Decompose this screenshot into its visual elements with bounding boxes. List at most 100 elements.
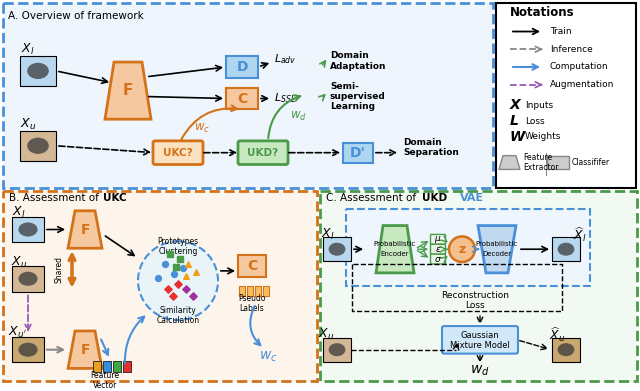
Text: Feature
Extractor: Feature Extractor [523, 153, 559, 172]
FancyBboxPatch shape [153, 141, 203, 165]
Text: UKC: UKC [103, 193, 127, 203]
Point [153, 274, 163, 281]
Text: $w_d$: $w_d$ [289, 110, 307, 123]
Text: $\widehat{X}_u$: $\widehat{X}_u$ [549, 326, 565, 344]
Point [163, 285, 173, 292]
Polygon shape [478, 226, 516, 273]
Ellipse shape [557, 243, 575, 256]
Text: $X_u$: $X_u$ [11, 255, 27, 269]
FancyBboxPatch shape [255, 286, 261, 296]
Text: Domain
Separation: Domain Separation [403, 138, 459, 158]
Point [188, 292, 198, 299]
Text: $X_{u'}$: $X_{u'}$ [8, 325, 26, 341]
FancyBboxPatch shape [3, 191, 317, 381]
FancyBboxPatch shape [3, 3, 493, 188]
Point [191, 269, 201, 275]
FancyBboxPatch shape [343, 143, 373, 163]
FancyBboxPatch shape [238, 255, 266, 277]
Text: Semi-
supervised
Learning: Semi- supervised Learning [330, 82, 386, 111]
Text: Gaussian: Gaussian [461, 332, 499, 341]
FancyBboxPatch shape [547, 156, 569, 169]
Text: Domain
Adaptation: Domain Adaptation [330, 51, 387, 71]
Text: $w_d$: $w_d$ [470, 363, 490, 378]
Text: W: W [510, 130, 525, 144]
Point [165, 251, 175, 257]
Point [178, 265, 188, 271]
Text: $X_l$: $X_l$ [21, 42, 35, 57]
Text: C. Assessment of: C. Assessment of [326, 193, 419, 203]
Text: Encoder: Encoder [381, 251, 409, 257]
Text: Mixture Model: Mixture Model [450, 341, 510, 350]
Point [168, 292, 178, 299]
Point [160, 261, 170, 267]
Ellipse shape [28, 138, 49, 154]
Text: Probabilistic: Probabilistic [374, 241, 416, 247]
FancyBboxPatch shape [226, 88, 258, 109]
Text: F: F [123, 83, 133, 98]
Text: $w_c$: $w_c$ [194, 122, 210, 135]
Point [181, 273, 191, 279]
FancyBboxPatch shape [113, 361, 121, 372]
Text: Probabilistic: Probabilistic [476, 241, 518, 247]
Text: Shared: Shared [54, 256, 63, 283]
Text: UKD?: UKD? [248, 148, 278, 158]
Text: Inputs: Inputs [525, 101, 553, 110]
Ellipse shape [28, 63, 49, 79]
FancyBboxPatch shape [431, 244, 445, 254]
Circle shape [138, 241, 218, 320]
Point [181, 285, 191, 292]
Text: Computation: Computation [550, 63, 609, 72]
FancyBboxPatch shape [323, 237, 351, 261]
Text: Reconstruction
Loss: Reconstruction Loss [441, 291, 509, 310]
Text: C: C [237, 91, 247, 106]
Text: B. Assessment of: B. Assessment of [9, 193, 102, 203]
Text: $w_c$: $w_c$ [259, 350, 277, 364]
Polygon shape [376, 226, 414, 273]
Text: $L_{SSL}$: $L_{SSL}$ [274, 91, 296, 106]
Text: Similarity
Calculation: Similarity Calculation [156, 305, 200, 325]
Polygon shape [499, 156, 520, 169]
Text: Prototypes
Clustering: Prototypes Clustering [157, 237, 198, 256]
Text: D: D [236, 60, 248, 74]
FancyBboxPatch shape [320, 191, 637, 381]
Text: Decoder: Decoder [483, 251, 511, 257]
Text: Feature
Vector: Feature Vector [90, 371, 120, 390]
Point [171, 264, 181, 270]
Text: Pseudo
Labels: Pseudo Labels [238, 294, 266, 313]
Ellipse shape [557, 343, 575, 356]
Ellipse shape [19, 272, 38, 286]
FancyBboxPatch shape [12, 217, 44, 242]
Text: UKD: UKD [422, 193, 447, 203]
FancyBboxPatch shape [442, 326, 518, 353]
Text: $\sigma$: $\sigma$ [434, 255, 442, 264]
Text: UKC?: UKC? [163, 148, 193, 158]
FancyBboxPatch shape [431, 254, 445, 264]
FancyBboxPatch shape [239, 286, 245, 296]
Ellipse shape [328, 243, 346, 256]
FancyBboxPatch shape [238, 141, 288, 165]
Text: Augmentation: Augmentation [550, 80, 614, 89]
Point [173, 281, 183, 287]
Text: F: F [80, 343, 90, 357]
FancyBboxPatch shape [263, 286, 269, 296]
Text: $X_u$: $X_u$ [318, 327, 334, 343]
Polygon shape [68, 331, 102, 368]
Text: Notations: Notations [510, 6, 575, 19]
Text: $X_l$: $X_l$ [321, 227, 335, 242]
Polygon shape [105, 62, 151, 119]
Text: $\epsilon$: $\epsilon$ [435, 245, 441, 254]
FancyBboxPatch shape [20, 131, 56, 161]
Text: Classififer: Classififer [572, 158, 610, 167]
FancyBboxPatch shape [123, 361, 131, 372]
FancyBboxPatch shape [552, 237, 580, 261]
FancyBboxPatch shape [431, 235, 445, 244]
Text: Inference: Inference [550, 45, 593, 54]
Text: C: C [247, 259, 257, 273]
Text: z: z [458, 243, 466, 256]
Circle shape [449, 237, 475, 262]
FancyBboxPatch shape [247, 286, 253, 296]
FancyBboxPatch shape [323, 338, 351, 362]
FancyBboxPatch shape [226, 56, 258, 78]
Text: X: X [510, 99, 521, 112]
Ellipse shape [328, 343, 346, 356]
